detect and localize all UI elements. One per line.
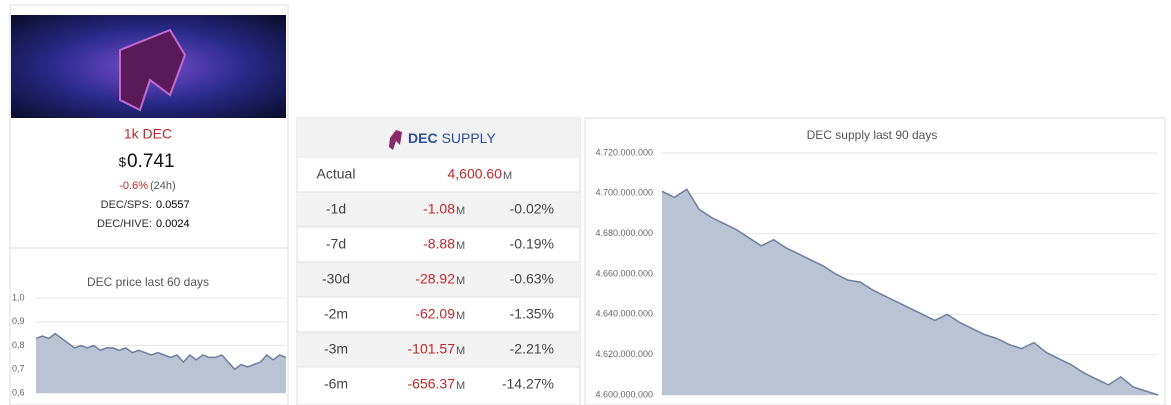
row-unit: M bbox=[456, 275, 465, 287]
y-tick-label: 0,9 bbox=[12, 316, 25, 326]
row-label: -1d bbox=[326, 201, 346, 217]
row-unit: M bbox=[503, 170, 512, 182]
table-title: DEC SUPPLY bbox=[408, 130, 496, 146]
row-pct: -0.02% bbox=[510, 201, 554, 217]
row-value: -1.08 bbox=[423, 201, 455, 217]
area bbox=[662, 189, 1158, 395]
row-pct: -0.63% bbox=[510, 271, 554, 287]
table-header bbox=[297, 118, 580, 156]
row-pct: -14.27% bbox=[502, 376, 554, 392]
period: (24h) bbox=[150, 180, 176, 192]
chart-title: DEC supply last 90 days bbox=[807, 128, 938, 142]
row-label: -6m bbox=[324, 376, 348, 392]
row-label: -30d bbox=[322, 271, 350, 287]
row-pct: -0.19% bbox=[510, 236, 554, 252]
price: 0.741 bbox=[127, 151, 175, 172]
row-label: -3m bbox=[324, 341, 348, 357]
area bbox=[36, 333, 286, 393]
row-unit: M bbox=[456, 205, 465, 217]
row-value: 4,600.60 bbox=[448, 166, 503, 182]
line bbox=[661, 188, 1159, 396]
row-bg bbox=[297, 262, 580, 297]
row-unit: M bbox=[456, 240, 465, 252]
row-value: -62.09 bbox=[415, 306, 455, 322]
row-value: -8.88 bbox=[423, 236, 455, 252]
row-unit: M bbox=[456, 380, 465, 392]
pair-label: DEC/HIVE: bbox=[97, 218, 152, 230]
y-tick-label: 4.660.000.000 bbox=[595, 268, 653, 278]
header-word: SUPPLY bbox=[442, 130, 497, 146]
row-value: -656.37 bbox=[408, 376, 456, 392]
row-bg bbox=[297, 332, 580, 367]
row-label: Actual bbox=[317, 166, 356, 182]
y-tick-label: 4.700.000.000 bbox=[595, 188, 653, 198]
line bbox=[35, 332, 287, 371]
logo-shape bbox=[119, 28, 187, 112]
pair-value: 0.0024 bbox=[156, 218, 190, 230]
row-unit: M bbox=[456, 310, 465, 322]
row-unit: M bbox=[456, 345, 465, 357]
change: -0.6% bbox=[119, 180, 148, 192]
row-label: -2m bbox=[324, 306, 348, 322]
row-value: -28.92 bbox=[415, 271, 455, 287]
token: DEC bbox=[408, 130, 438, 146]
y-tick-label: 4.640.000.000 bbox=[595, 309, 653, 319]
row-bg bbox=[297, 192, 580, 227]
y-tick-label: 0,6 bbox=[12, 387, 25, 397]
row-pct: -2.21% bbox=[510, 341, 554, 357]
y-tick-label: 1,0 bbox=[12, 292, 25, 302]
y-tick-label: 0,8 bbox=[12, 340, 25, 350]
currency: $ bbox=[119, 154, 127, 169]
y-tick-label: 4.680.000.000 bbox=[595, 228, 653, 238]
y-tick-label: 4.620.000.000 bbox=[595, 349, 653, 359]
row-pct: -1.35% bbox=[510, 306, 554, 322]
pair-label: DEC/SPS: bbox=[101, 199, 152, 211]
row-label: -7d bbox=[326, 236, 346, 252]
y-tick-label: 0,7 bbox=[12, 364, 25, 374]
card-title: 1k DEC bbox=[124, 126, 172, 142]
chart-title: DEC price last 60 days bbox=[87, 275, 209, 289]
y-tick-label: 4.600.000.000 bbox=[595, 389, 653, 399]
y-tick-label: 4.720.000.000 bbox=[595, 147, 653, 157]
pair-value: 0.0557 bbox=[156, 199, 190, 211]
token-icon bbox=[389, 130, 402, 150]
row-value: -101.57 bbox=[408, 341, 456, 357]
